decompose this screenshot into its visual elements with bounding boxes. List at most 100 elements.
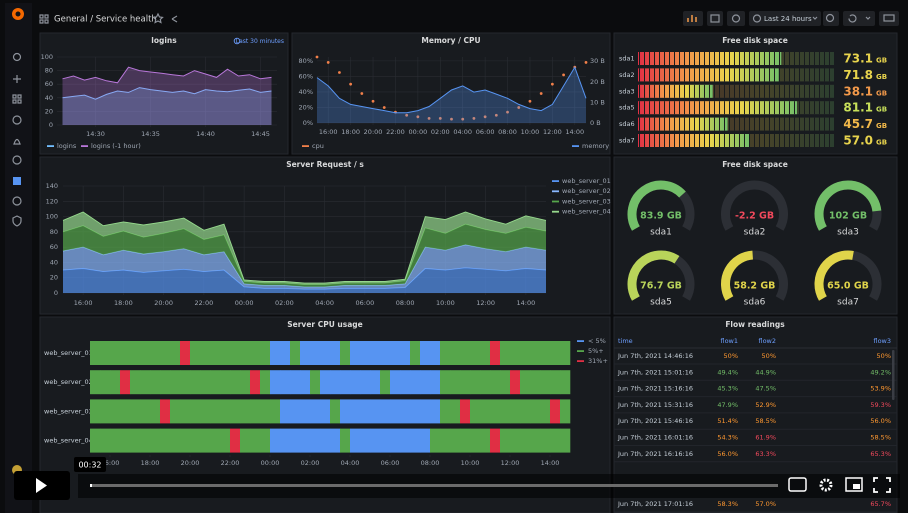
explore-icon[interactable] [12, 115, 22, 125]
alerting-icon[interactable] [13, 138, 21, 145]
save-button[interactable] [707, 11, 723, 26]
row-label: web_server_01 [44, 349, 93, 357]
bar-gaps [638, 101, 834, 115]
panel-title[interactable]: Server CPU usage [287, 320, 363, 329]
search-icon[interactable] [12, 52, 22, 62]
sidebar [5, 3, 32, 513]
state-cell [370, 370, 381, 395]
legend-swatch [81, 145, 88, 147]
captions-button[interactable] [788, 477, 807, 492]
state-cell [260, 399, 271, 424]
dashboards-icon[interactable] [12, 94, 22, 104]
data-point [461, 117, 465, 121]
state-cell [360, 370, 371, 395]
apps-icon[interactable] [39, 14, 49, 24]
state-cell [350, 399, 361, 424]
panel-title[interactable]: Free disk space [722, 36, 788, 45]
pip-icon [853, 484, 860, 489]
state-cell [190, 399, 201, 424]
state-cell [300, 341, 311, 365]
refresh-button[interactable] [843, 11, 875, 26]
bar-unit: GB [876, 106, 887, 114]
state-cell [440, 341, 451, 365]
connections-icon[interactable] [12, 155, 22, 165]
x-tick-label: 18:00 [141, 459, 160, 467]
panel [39, 32, 289, 155]
admin-icon[interactable] [12, 215, 22, 227]
state-cell [560, 428, 571, 453]
state-cell [530, 399, 541, 424]
x-tick-label: 02:00 [275, 299, 294, 307]
state-cell [330, 428, 341, 453]
settings-button[interactable] [727, 11, 745, 26]
panel-title[interactable]: Free disk space [722, 160, 788, 169]
panel-title[interactable]: Memory / CPU [421, 36, 480, 45]
gauge-track [721, 180, 788, 231]
state-cell [560, 370, 571, 395]
progress-track[interactable] [90, 484, 778, 487]
progress-played [90, 484, 92, 487]
panel-title[interactable]: Server Request / s [286, 160, 364, 169]
grafana-logo-core [15, 11, 21, 17]
table-cell: 47.5% [755, 385, 776, 393]
series-line [62, 66, 272, 84]
state-cell [260, 341, 271, 365]
bar-unit: GB [876, 89, 887, 97]
state-cell [460, 370, 471, 395]
state-cell [120, 370, 131, 395]
x-tick-label: 08:00 [396, 299, 415, 307]
table-cell: 54.3% [717, 434, 738, 442]
state-cell [430, 341, 441, 365]
state-cell [200, 341, 211, 365]
legend-label: web_server_02 [562, 187, 611, 195]
state-cell [240, 399, 251, 424]
state-cell [430, 370, 441, 395]
state-cell [390, 428, 401, 453]
state-cell [460, 341, 471, 365]
time-range: Last 24 hours [764, 15, 812, 23]
state-cell [450, 399, 461, 424]
panel-title[interactable]: Flow readings [725, 320, 785, 329]
state-cell [390, 341, 401, 365]
pip-button[interactable] [845, 477, 863, 492]
breadcrumb[interactable]: General / Service health [54, 15, 157, 25]
panel-title[interactable]: logins [151, 36, 177, 45]
save-icon [710, 14, 720, 23]
y-tick-label: 80 [50, 228, 58, 236]
state-cell [340, 428, 351, 453]
state-cell [280, 370, 291, 395]
settings-button[interactable] [819, 478, 833, 492]
state-cell [260, 428, 271, 453]
state-cell [240, 341, 251, 365]
table-cell: 58.5% [870, 434, 891, 442]
zoom-out-button[interactable] [823, 11, 839, 26]
state-cell [280, 341, 291, 365]
state-cell [490, 399, 501, 424]
legend-label: 31%+ [588, 357, 608, 365]
share-icon[interactable] [171, 15, 178, 23]
gauge-value: 58.2 GB [734, 281, 776, 292]
star-icon[interactable] [152, 12, 164, 24]
fullscreen-button[interactable] [873, 477, 891, 493]
state-cell [250, 428, 261, 453]
state-cell [450, 428, 461, 453]
table-cell: Jun 7th, 2021 15:31:16 [617, 401, 693, 409]
tv-mode-button[interactable] [879, 11, 899, 26]
state-cell [90, 428, 101, 453]
state-cell [180, 399, 191, 424]
state-cell [420, 370, 431, 395]
state-cell [250, 370, 261, 395]
state-cell [390, 370, 401, 395]
state-cell [370, 399, 381, 424]
state-cell [240, 370, 251, 395]
table-cell: 45.3% [717, 385, 738, 393]
data-point [483, 115, 487, 119]
legend-label: cpu [312, 142, 324, 150]
time-picker[interactable] [749, 11, 821, 26]
add-panel-button[interactable] [683, 11, 703, 26]
x-tick-label: 00:00 [235, 299, 254, 307]
config-icon[interactable] [12, 196, 22, 206]
legend-swatch [552, 210, 559, 213]
plugin-icon[interactable] [13, 177, 21, 185]
create-icon[interactable] [13, 75, 21, 83]
